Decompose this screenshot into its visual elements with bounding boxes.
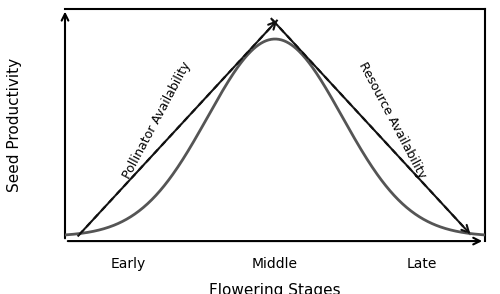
Text: Pollinator Availability: Pollinator Availability xyxy=(121,60,194,181)
Text: Middle: Middle xyxy=(252,257,298,271)
Text: Flowering Stages: Flowering Stages xyxy=(209,283,341,294)
Text: Seed Productivity: Seed Productivity xyxy=(7,58,22,192)
Text: Resource Availability: Resource Availability xyxy=(356,60,429,181)
Text: Early: Early xyxy=(110,257,146,271)
Text: Late: Late xyxy=(407,257,437,271)
